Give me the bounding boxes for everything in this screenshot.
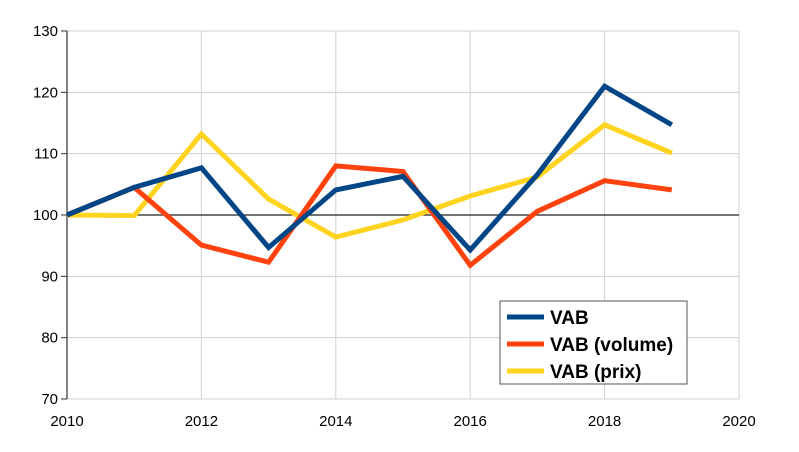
y-tick-label: 100 <box>33 207 58 224</box>
legend: VAB VAB (volume) VAB (prix) <box>499 300 688 385</box>
series-line-vab <box>66 82 674 254</box>
y-tick-label: 130 <box>33 23 58 40</box>
x-tick-label: 2014 <box>319 413 352 430</box>
legend-label: VAB (volume) <box>550 335 673 356</box>
y-tick-label: 90 <box>41 268 58 285</box>
x-tick-label: 2020 <box>722 413 755 430</box>
x-tick-label: 2016 <box>454 413 487 430</box>
y-tick-label: 120 <box>33 84 58 101</box>
y-tick-label: 80 <box>41 330 58 347</box>
x-tick-label: 2012 <box>185 413 218 430</box>
y-tick-label: 110 <box>34 146 58 163</box>
axes: 70 80 90 100 110 120 130 2010 2012 2014 2016 2018 20… <box>33 23 756 430</box>
x-tick-label: 2018 <box>588 413 621 430</box>
legend-label: VAB <box>550 308 589 329</box>
series-line-vab-volume <box>66 163 673 269</box>
y-tick-label: 70 <box>41 391 58 408</box>
legend-label: VAB (prix) <box>550 362 641 383</box>
series-line-vab-prix <box>66 121 673 240</box>
x-tick-label: 2010 <box>50 413 83 430</box>
series-lines <box>66 82 674 269</box>
